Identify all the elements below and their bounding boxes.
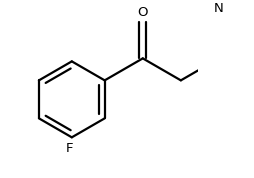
Text: F: F [66,142,74,155]
Text: O: O [137,6,148,19]
Text: N: N [214,2,224,15]
